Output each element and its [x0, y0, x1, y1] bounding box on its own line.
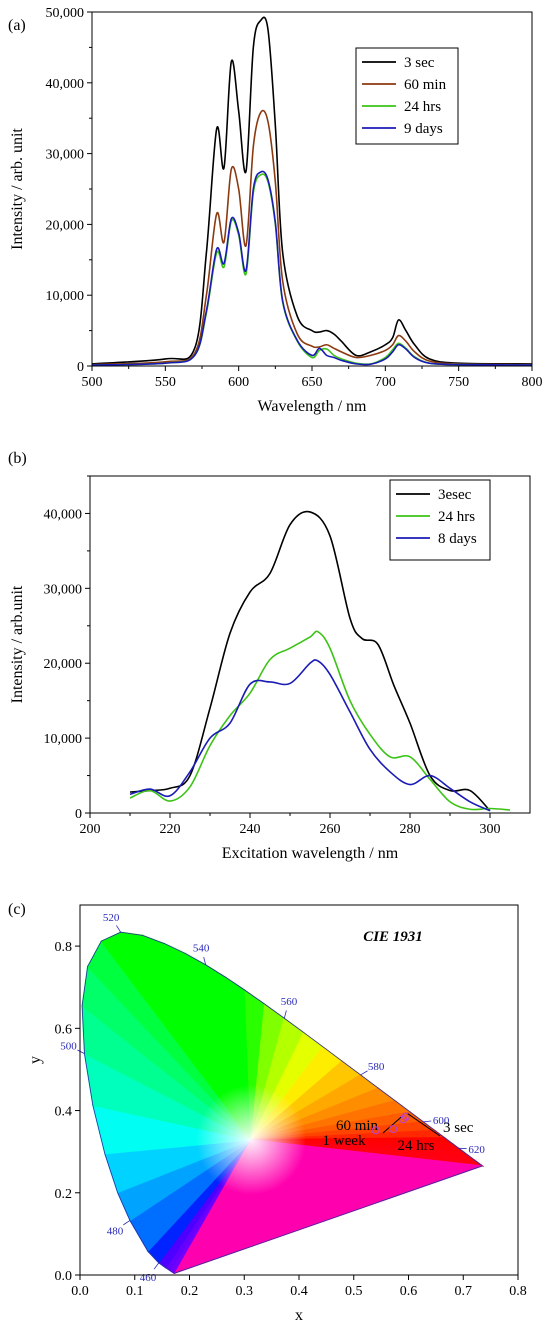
wavelength-tick	[153, 1262, 160, 1270]
x-axis-label: Wavelength / nm	[258, 398, 367, 415]
y-tick-label: 0	[77, 360, 84, 375]
point-leader-line	[382, 1116, 402, 1134]
x-tick-label: 800	[522, 375, 543, 390]
cie-white-point-glow	[196, 1084, 307, 1195]
y-tick-label: 30,000	[44, 582, 83, 597]
x-tick-label: 650	[302, 375, 323, 390]
cie-point-label: 60 min	[336, 1118, 379, 1134]
legend-label-1: 60 min	[404, 77, 447, 93]
wavelength-label: 600	[433, 1115, 450, 1127]
x-tick-label: 300	[480, 822, 501, 837]
emission-chart: (a) 500 550 600 650 700 750 800 0 10,000 20,000 30,…	[8, 6, 543, 415]
y-tick-label: 0.4	[55, 1105, 73, 1120]
chart-title: CIE 1931	[363, 929, 423, 945]
series-line-2	[129, 659, 491, 812]
x-tick-label: 0.8	[509, 1284, 527, 1299]
y-tick-label: 30,000	[46, 148, 85, 163]
y-tick-label: 10,000	[46, 289, 85, 304]
y-tick-label: 40,000	[46, 77, 85, 92]
series-line-1	[129, 630, 511, 811]
x-tick-label: 200	[80, 822, 101, 837]
cie-point-marker	[371, 1126, 380, 1135]
y-tick-label: 0.0	[55, 1269, 73, 1284]
wavelength-tick	[116, 925, 122, 933]
x-tick-label: 0.6	[400, 1284, 418, 1299]
wavelength-label: 480	[107, 1225, 124, 1237]
y-axis-label: Intensity / arb.unit	[9, 585, 26, 703]
x-tick-label: 750	[448, 375, 469, 390]
x-tick-label: 0.2	[181, 1284, 199, 1299]
y-tick-label: 0.8	[55, 940, 73, 955]
wavelength-label: 500	[60, 1040, 77, 1052]
x-tick-label: 0.7	[455, 1284, 473, 1299]
series-line-2	[92, 173, 532, 366]
y-tick-label: 0	[75, 807, 82, 822]
cie-point-label: 1 week	[323, 1133, 366, 1149]
panel-label: (a)	[8, 17, 26, 34]
x-tick-label: 240	[240, 822, 261, 837]
y-tick-label: 20,000	[46, 218, 85, 233]
y-tick-label: 40,000	[44, 507, 83, 522]
x-tick-label: 0.0	[71, 1284, 89, 1299]
x-tick-label: 220	[160, 822, 181, 837]
x-tick-label: 700	[375, 375, 396, 390]
plot-frame	[89, 475, 531, 814]
y-axis-label: Intensity / arb. unit	[9, 128, 26, 250]
x-tick-label: 0.4	[290, 1284, 308, 1299]
legend-label-1: 24 hrs	[438, 509, 475, 525]
wavelength-tick	[77, 1049, 85, 1055]
x-tick-label: 260	[320, 822, 341, 837]
wavelength-label: 620	[468, 1144, 485, 1156]
cie-point-marker	[389, 1124, 398, 1134]
legend-label-0: 3esec	[438, 487, 472, 503]
y-tick-label: 50,000	[46, 6, 85, 21]
y-tick-label: 20,000	[44, 657, 83, 672]
y-tick-label: 0.6	[55, 1022, 73, 1037]
x-tick-label: 0.5	[345, 1284, 363, 1299]
wavelength-label: 520	[103, 912, 120, 924]
wavelength-label: 580	[368, 1061, 385, 1073]
x-tick-label: 550	[155, 375, 176, 390]
x-tick-label: 0.1	[126, 1284, 144, 1299]
panel-label: (c)	[8, 901, 26, 918]
wavelength-tick	[203, 957, 207, 965]
legend-label-2: 24 hrs	[404, 99, 441, 115]
x-tick-label: 0.3	[236, 1284, 254, 1299]
excitation-chart: (b) 200 220 240 260 280 300 0 10,000 20,000 30,000…	[8, 450, 531, 862]
wavelength-tick	[360, 1070, 368, 1076]
wavelength-tick	[283, 1010, 287, 1019]
x-tick-label: 500	[82, 375, 103, 390]
x-axis-label: Excitation wavelength / nm	[222, 845, 399, 862]
cie-point-label: 3 sec	[443, 1120, 474, 1136]
x-axis-label: x	[295, 1307, 303, 1324]
series-line-1	[92, 109, 532, 366]
x-tick-label: 600	[228, 375, 249, 390]
series-line-3	[92, 170, 532, 366]
legend-label-0: 3 sec	[404, 55, 435, 71]
cie-point-marker	[401, 1112, 410, 1121]
cie-point-label: 24 hrs	[397, 1138, 434, 1154]
plot-frame	[91, 11, 533, 367]
wavelength-label: 560	[281, 996, 298, 1008]
point-leader-line	[407, 1113, 441, 1137]
x-tick-label: 280	[400, 822, 421, 837]
wavelength-label: 540	[193, 942, 210, 954]
legend-label-2: 8 days	[438, 531, 477, 547]
cie-point-marker	[398, 1115, 408, 1124]
wavelength-tick	[123, 1220, 131, 1226]
legend-label-3: 9 days	[404, 121, 443, 137]
y-tick-label: 0.2	[55, 1187, 73, 1202]
wavelength-label: 460	[140, 1272, 157, 1284]
panel-label: (b)	[8, 450, 27, 467]
y-tick-label: 10,000	[44, 732, 83, 747]
wavelength-tick	[423, 1120, 432, 1123]
series-line-0	[92, 16, 532, 365]
cie-locus-outline	[81, 931, 484, 1274]
cie-chart: (c) 460 480 500 520 540 560 580 600 620 0.0 0.1 0.2 0…	[8, 901, 527, 1324]
y-axis-label: y	[27, 1056, 44, 1064]
